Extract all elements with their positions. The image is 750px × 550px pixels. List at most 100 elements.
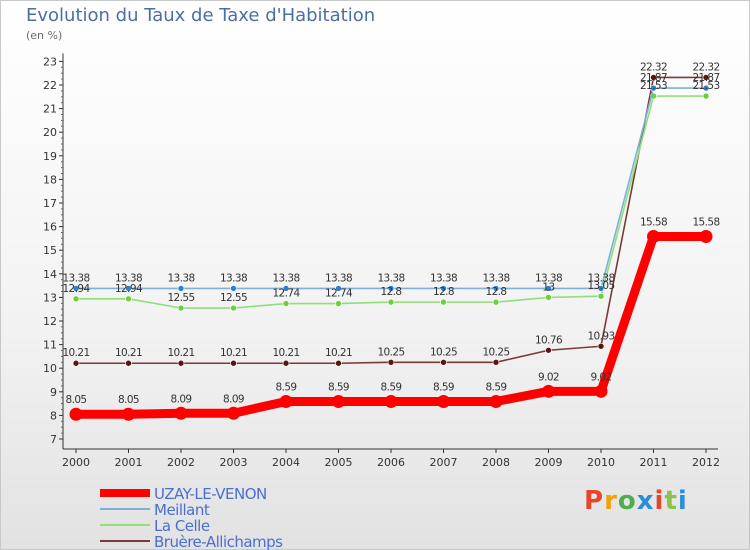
data-label-bruere-allichamps: 10.25	[430, 346, 457, 358]
chart-subtitle: (en %)	[26, 29, 63, 42]
data-point-meillant	[597, 285, 605, 292]
data-label-bruere-allichamps: 10.21	[167, 347, 194, 359]
data-point-meillant	[125, 285, 132, 292]
y-tick-label: 11	[43, 339, 57, 352]
data-label-uzay-le-venon: 15.58	[640, 217, 667, 229]
data-point-meillant	[702, 84, 710, 92]
data-point-meillant	[387, 285, 395, 292]
data-label-la-celle: 12.74	[325, 288, 353, 300]
data-label-meillant: 13.38	[115, 272, 142, 284]
y-tick-label: 13	[43, 291, 57, 304]
data-label-bruere-allichamps: 10.93	[587, 330, 614, 342]
data-label-bruere-allichamps: 10.25	[482, 346, 509, 358]
data-point-la-celle	[335, 300, 342, 307]
data-label-bruere-allichamps: 22.32	[692, 61, 719, 73]
data-point-bruere-allichamps	[335, 359, 342, 367]
y-tick-label: 9	[50, 386, 57, 399]
data-point-la-celle	[125, 295, 132, 303]
y-tick-label: 12	[43, 315, 57, 328]
logo-letter: t	[664, 486, 678, 516]
data-point-la-celle	[545, 294, 552, 301]
y-tick-label: 17	[43, 197, 57, 210]
data-label-uzay-le-venon: 8.59	[486, 381, 507, 393]
legend-label-meillant: Meillant	[154, 501, 210, 519]
data-label-la-celle: 13.05	[587, 280, 614, 292]
data-label-uzay-le-venon: 8.59	[433, 381, 454, 393]
legend-label-bruere-allichamps: Bruère-Allichamps	[154, 533, 283, 550]
data-point-bruere-allichamps	[177, 359, 185, 367]
data-point-uzay-le-venon	[332, 394, 345, 408]
data-label-uzay-le-venon: 15.58	[692, 217, 719, 229]
series-line-bruere-allichamps	[75, 76, 707, 365]
data-point-meillant	[545, 285, 552, 292]
data-label-meillant: 13.38	[220, 272, 247, 284]
data-label-bruere-allichamps: 10.21	[220, 347, 247, 359]
x-tick-label: 2005	[325, 456, 353, 469]
data-label-bruere-allichamps: 10.21	[325, 347, 352, 359]
data-point-bruere-allichamps	[440, 358, 447, 366]
x-tick-label: 2003	[220, 456, 248, 469]
x-tick-label: 2011	[640, 456, 668, 469]
data-point-uzay-le-venon	[489, 394, 503, 408]
y-tick-label: 8	[50, 409, 57, 422]
data-label-la-celle: 12.94	[115, 283, 143, 295]
data-label-uzay-le-venon: 8.05	[66, 394, 87, 406]
data-label-meillant: 21.87	[640, 72, 667, 84]
x-tick-label: 2001	[115, 456, 143, 469]
data-point-uzay-le-venon	[647, 230, 660, 244]
data-point-la-celle	[597, 292, 605, 300]
data-label-uzay-le-venon: 8.59	[276, 381, 297, 393]
data-point-uzay-le-venon	[227, 406, 240, 420]
x-tick-label: 2008	[482, 456, 510, 469]
legend-label-uzay-le-venon: UZAY-LE-VENON	[154, 485, 267, 503]
data-point-la-celle	[230, 304, 237, 312]
x-tick-label: 2000	[62, 456, 90, 469]
y-tick-label: 19	[43, 150, 57, 163]
y-tick-label: 23	[43, 55, 57, 68]
x-tick-label: 2006	[377, 456, 405, 469]
data-label-meillant: 13.38	[325, 272, 352, 284]
proxiti-logo: Proxiti	[584, 486, 688, 516]
data-label-bruere-allichamps: 10.21	[272, 347, 299, 359]
data-label-meillant: 13.38	[167, 272, 194, 284]
data-point-bruere-allichamps	[597, 342, 605, 350]
data-label-meillant: 13.38	[430, 272, 457, 284]
data-point-meillant	[335, 285, 342, 292]
data-point-bruere-allichamps	[230, 359, 237, 367]
data-point-bruere-allichamps	[650, 74, 657, 81]
data-point-la-celle	[177, 304, 185, 312]
data-point-la-celle	[387, 298, 395, 306]
data-point-bruere-allichamps	[387, 358, 395, 366]
x-tick-label: 2002	[167, 456, 195, 469]
y-tick-label: 21	[43, 103, 57, 116]
data-label-la-celle: 12.55	[220, 292, 247, 304]
x-tick-label: 2012	[692, 456, 720, 469]
data-point-bruere-allichamps	[282, 359, 290, 367]
data-label-bruere-allichamps: 10.21	[62, 347, 89, 359]
data-label-bruere-allichamps: 22.32	[640, 61, 667, 73]
data-point-meillant	[650, 84, 657, 92]
data-point-uzay-le-venon	[437, 394, 450, 408]
data-label-uzay-le-venon: 8.59	[381, 381, 402, 393]
y-tick-label: 7	[50, 433, 57, 446]
data-point-bruere-allichamps	[492, 358, 500, 366]
data-label-la-celle: 12.94	[62, 283, 90, 295]
chart-axes: 7 8 9 10 11 12 13 14 15 16 17 18 19 20 21 22 23 2000 2001 2…	[43, 53, 720, 469]
data-point-meillant	[492, 285, 500, 292]
data-label-meillant: 13.38	[535, 272, 562, 284]
data-label-la-celle: 13	[542, 281, 554, 293]
data-label-meillant: 13.38	[62, 272, 89, 284]
logo-letter: P	[584, 486, 605, 516]
data-point-meillant	[440, 285, 447, 292]
x-tick-label: 2009	[535, 456, 563, 469]
chart-title: Evolution du Taux de Taxe d'Habitation	[26, 5, 376, 26]
data-point-bruere-allichamps	[125, 359, 132, 367]
data-point-meillant	[177, 285, 185, 292]
data-point-uzay-le-venon	[69, 407, 83, 421]
y-tick-label: 15	[43, 244, 57, 257]
data-point-la-celle	[282, 300, 290, 307]
data-point-uzay-le-venon	[174, 406, 188, 420]
data-label-uzay-le-venon: 8.09	[223, 393, 244, 405]
